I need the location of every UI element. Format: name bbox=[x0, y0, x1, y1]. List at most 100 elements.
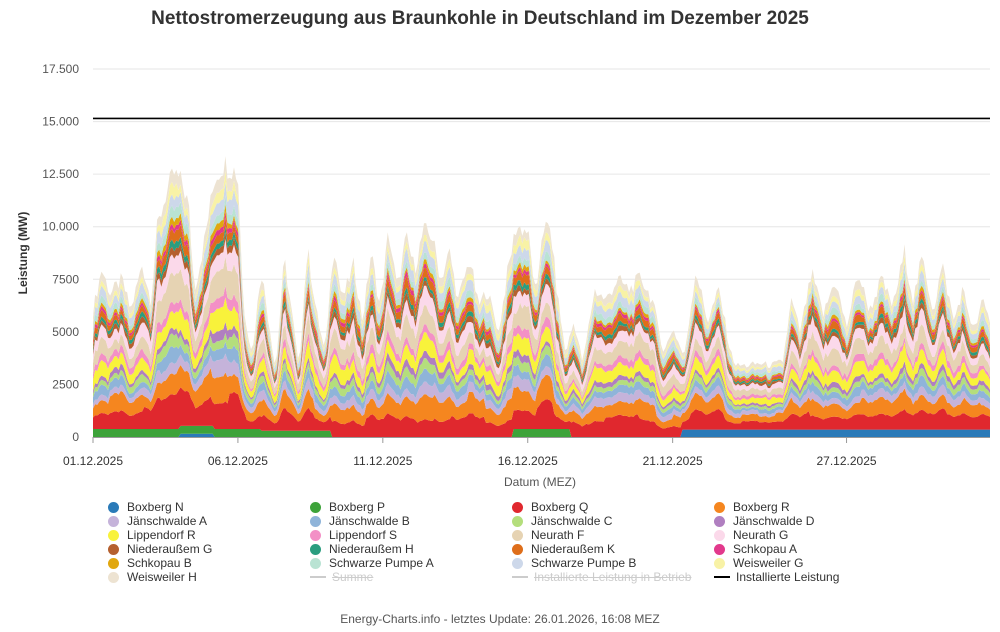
legend-item[interactable]: Lippendorf R bbox=[108, 528, 196, 542]
legend-label: Jänschwalde B bbox=[329, 514, 410, 528]
area-series-neurath-f[interactable] bbox=[93, 256, 990, 398]
area-series-boxberg-r[interactable] bbox=[93, 365, 990, 429]
legend-dot-marker bbox=[714, 529, 725, 541]
legend-item[interactable]: Niederaußem K bbox=[512, 542, 615, 556]
legend-dot-marker bbox=[310, 515, 321, 527]
y-axis: 0 2500 5000 7500 10.000 12.500 15.000 17.500 bbox=[42, 62, 79, 444]
legend-label: Weisweiler H bbox=[127, 570, 197, 584]
legend-item[interactable]: Niederaußem G bbox=[108, 542, 212, 556]
legend-label: Lippendorf S bbox=[329, 528, 398, 542]
legend-dot-marker bbox=[108, 529, 119, 541]
y-tick-label: 0 bbox=[72, 430, 79, 444]
legend-line-marker bbox=[310, 576, 326, 578]
legend-label: Installierte Leistung bbox=[736, 570, 840, 584]
area-series-boxberg-p[interactable] bbox=[93, 425, 990, 437]
legend-label: Jänschwalde A bbox=[127, 514, 208, 528]
legend-dot-marker bbox=[108, 571, 119, 583]
legend-dot-marker bbox=[512, 543, 523, 555]
legend-item[interactable]: Weisweiler H bbox=[108, 570, 197, 584]
legend-item[interactable]: Schkopau A bbox=[714, 542, 797, 556]
x-tick-label: 16.12.2025 bbox=[498, 454, 558, 468]
legend-label: Neurath F bbox=[531, 528, 585, 542]
legend-line-marker bbox=[512, 576, 528, 578]
legend-item[interactable]: Boxberg Q bbox=[512, 500, 588, 514]
y-tick-label: 12.500 bbox=[42, 167, 79, 181]
legend-label: Jänschwalde C bbox=[531, 514, 613, 528]
legend-dot-marker bbox=[714, 557, 725, 569]
legend-item[interactable]: Neurath F bbox=[512, 528, 584, 542]
x-tick-label: 01.12.2025 bbox=[63, 454, 123, 468]
y-tick-label: 5000 bbox=[52, 325, 79, 339]
legend-dot-marker bbox=[512, 529, 523, 541]
x-tick-label: 21.12.2025 bbox=[643, 454, 703, 468]
legend-item[interactable]: Installierte Leistung bbox=[714, 570, 839, 584]
legend-label: Neurath G bbox=[733, 528, 789, 542]
area-series-jaenschwalde-a[interactable] bbox=[93, 353, 990, 423]
legend-item[interactable]: Weisweiler G bbox=[714, 556, 803, 570]
legend-item[interactable]: Lippendorf S bbox=[310, 528, 397, 542]
legend-item[interactable]: Jänschwalde C bbox=[512, 514, 612, 528]
y-tick-label: 7500 bbox=[52, 272, 79, 286]
legend-item[interactable]: Installierte Leistung in Betrieb bbox=[512, 570, 691, 584]
stacked-areas[interactable] bbox=[93, 156, 990, 437]
legend-item[interactable]: Summe bbox=[310, 570, 373, 584]
y-tick-label: 2500 bbox=[52, 377, 79, 391]
legend-item[interactable]: Schwarze Pumpe A bbox=[310, 556, 434, 570]
legend-label: Schwarze Pumpe B bbox=[531, 556, 637, 570]
area-series-jaenschwalde-b[interactable] bbox=[93, 341, 990, 418]
legend-dot-marker bbox=[512, 501, 523, 513]
legend-label: Jänschwalde D bbox=[733, 514, 815, 528]
footer-credit: Energy-Charts.info - letztes Update: 26.… bbox=[340, 612, 660, 626]
legend-dot-marker bbox=[108, 515, 119, 527]
legend-item[interactable]: Jänschwalde D bbox=[714, 514, 814, 528]
legend-dot-marker bbox=[512, 557, 523, 569]
legend-dot-marker bbox=[108, 557, 119, 569]
legend-label: Niederaußem K bbox=[531, 542, 616, 556]
legend-dot-marker bbox=[714, 501, 725, 513]
legend-label: Lippendorf R bbox=[127, 528, 196, 542]
x-tick-label: 27.12.2025 bbox=[817, 454, 877, 468]
legend-item[interactable]: Boxberg R bbox=[714, 500, 790, 514]
legend-item[interactable]: Neurath G bbox=[714, 528, 788, 542]
legend-item[interactable]: Schwarze Pumpe B bbox=[512, 556, 636, 570]
x-axis-label: Datum (MEZ) bbox=[504, 475, 576, 489]
y-tick-label: 17.500 bbox=[42, 62, 79, 76]
legend-dot-marker bbox=[310, 543, 321, 555]
legend-item[interactable]: Jänschwalde B bbox=[310, 514, 410, 528]
x-tick-label: 11.12.2025 bbox=[353, 454, 412, 468]
legend-item[interactable]: Niederaußem H bbox=[310, 542, 414, 556]
legend-label: Summe bbox=[332, 570, 374, 584]
area-series-boxberg-q[interactable] bbox=[93, 387, 990, 437]
legend-dot-marker bbox=[714, 543, 725, 555]
chart-title: Nettostromerzeugung aus Braunkohle in De… bbox=[151, 8, 809, 29]
legend-item[interactable]: Jänschwalde A bbox=[108, 514, 207, 528]
chart-plot[interactable]: 0 2500 5000 7500 10.000 12.500 15.000 17.500 01… bbox=[0, 0, 1000, 500]
legend-label: Schwarze Pumpe A bbox=[329, 556, 434, 570]
legend-dot-marker bbox=[310, 529, 321, 541]
legend-dot-marker bbox=[310, 501, 321, 513]
legend-item[interactable]: Schkopau B bbox=[108, 556, 192, 570]
legend-dot-marker bbox=[108, 543, 119, 555]
legend-label: Niederaußem G bbox=[127, 542, 213, 556]
legend-label: Schkopau B bbox=[127, 556, 192, 570]
legend-dot-marker bbox=[108, 501, 119, 513]
y-tick-label: 10.000 bbox=[42, 220, 79, 234]
legend-item[interactable]: Boxberg N bbox=[108, 500, 184, 514]
legend-label: Boxberg Q bbox=[531, 500, 589, 514]
y-axis-label: Leistung (MW) bbox=[16, 212, 30, 295]
x-axis: 01.12.2025 06.12.2025 11.12.2025 16.12.2025… bbox=[63, 437, 990, 468]
area-series-lippendorf-s[interactable] bbox=[93, 285, 990, 401]
legend-label: Boxberg R bbox=[733, 500, 790, 514]
area-series-lippendorf-r[interactable] bbox=[93, 297, 990, 408]
legend-label: Installierte Leistung in Betrieb bbox=[534, 570, 692, 584]
area-series-neurath-g[interactable] bbox=[93, 238, 990, 393]
legend-dot-marker bbox=[714, 515, 725, 527]
legend-label: Schkopau A bbox=[733, 542, 798, 556]
legend-label: Weisweiler G bbox=[733, 556, 804, 570]
area-series-boxberg-n[interactable] bbox=[93, 429, 990, 437]
area-series-jaenschwalde-c[interactable] bbox=[93, 332, 990, 414]
legend-label: Boxberg P bbox=[329, 500, 386, 514]
legend-item[interactable]: Boxberg P bbox=[310, 500, 385, 514]
legend-label: Boxberg N bbox=[127, 500, 184, 514]
legend-line-marker bbox=[714, 576, 730, 578]
